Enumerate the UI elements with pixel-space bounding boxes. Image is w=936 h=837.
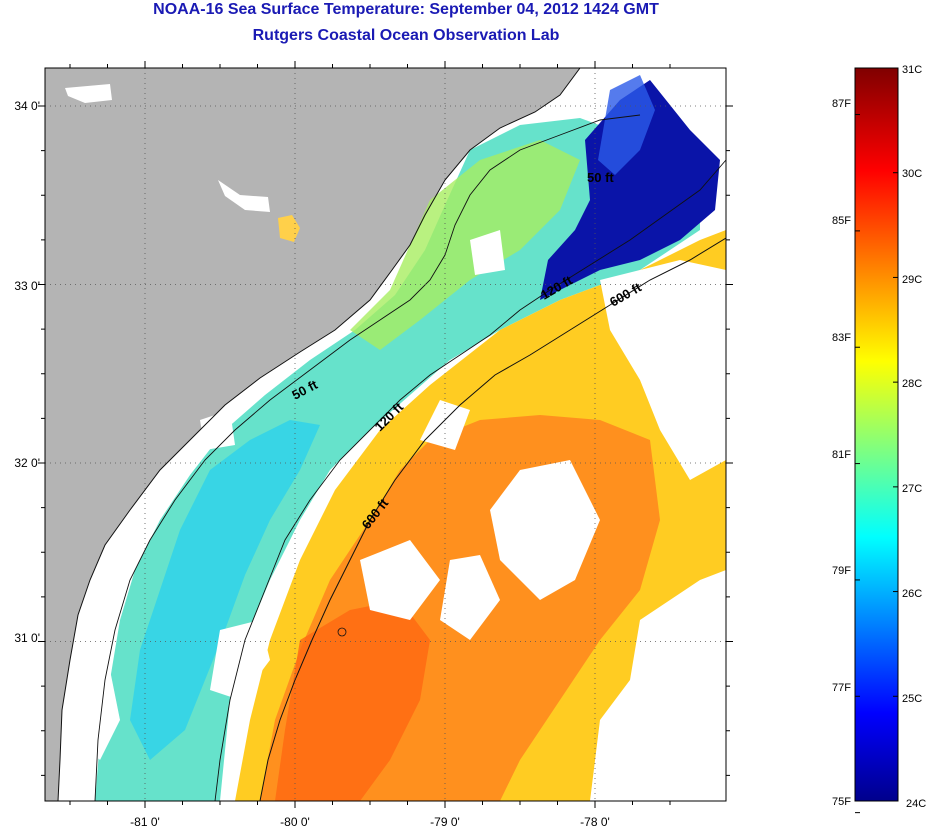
gulf-stream-core: [275, 600, 430, 801]
colorbar-celsius-label: 30C: [902, 168, 922, 180]
colorbar-fahrenheit-label: 81F: [832, 449, 851, 461]
colorbar-celsius-label: 27C: [902, 483, 922, 495]
coastline: [57, 68, 581, 801]
lat-tick-label: 31 0': [14, 631, 40, 645]
contour-label-50ft: 50 ft: [587, 170, 614, 185]
land-area: [45, 68, 580, 801]
colorbar-legend: 31C 30C 29C 28C 27C 26C 25C 24C 87F 85F …: [832, 64, 926, 814]
colorbar-fahrenheit-label: 83F: [832, 332, 851, 344]
lat-tick-label: 32 0': [14, 456, 40, 470]
colorbar-gradient: [854, 67, 899, 802]
colorbar-fahrenheit-label: 85F: [832, 215, 851, 227]
colorbar-fahrenheit-label: 87F: [832, 98, 851, 110]
colorbar-celsius-label: 31C: [902, 64, 922, 76]
lon-tick-label: -81 0': [130, 815, 160, 829]
upwelling-cold-water: [540, 80, 720, 300]
page-subtitle: Rutgers Coastal Ocean Observation Lab: [252, 27, 560, 44]
colorbar-fahrenheit-label: 79F: [832, 565, 851, 577]
lon-tick-label: -78 0': [580, 815, 610, 829]
isobath-50ft: [94, 114, 641, 801]
colorbar-celsius-label: 25C: [902, 693, 922, 705]
lon-tick-label: -79 0': [430, 815, 460, 829]
nearshore-cyan-water: [130, 420, 320, 760]
axis-labels: 34 0' 33 0' 32 0' 31 0' -81 0' -80 0' -7…: [14, 99, 609, 829]
inland-cloud-spot-2: [218, 180, 270, 212]
upwelling-blue-water: [598, 75, 655, 175]
lat-tick-label: 34 0': [14, 99, 40, 113]
lat-tick-label: 33 0': [14, 279, 40, 293]
axis-ticks: [38, 61, 733, 808]
colorbar-celsius-label: 28C: [902, 378, 922, 390]
isobath-120ft: [214, 159, 726, 801]
bathymetry-seamount: [337, 627, 347, 637]
sst-map-panel[interactable]: 50 ft 50 ft 120 ft 120 ft 600 ft 600 ft: [45, 68, 726, 801]
map-frame: [44, 67, 727, 802]
isobath-600ft: [259, 237, 726, 801]
graticule: [45, 68, 726, 801]
colorbar-fahrenheit-label: 77F: [832, 682, 851, 694]
cloud-mask: [80, 230, 726, 801]
page-title: NOAA-16 Sea Surface Temperature: Septemb…: [153, 1, 659, 18]
lon-tick-label: -80 0': [280, 815, 310, 829]
colorbar-celsius-label: 29C: [902, 274, 922, 286]
inland-lake: [278, 215, 300, 242]
green-shelf-water: [350, 140, 580, 350]
colorbar-celsius-label: 26C: [902, 588, 922, 600]
colorbar-fahrenheit-label: 75F: [832, 796, 851, 808]
inland-cloud-spot: [65, 84, 112, 103]
colorbar-celsius-label: 24C: [906, 798, 926, 810]
